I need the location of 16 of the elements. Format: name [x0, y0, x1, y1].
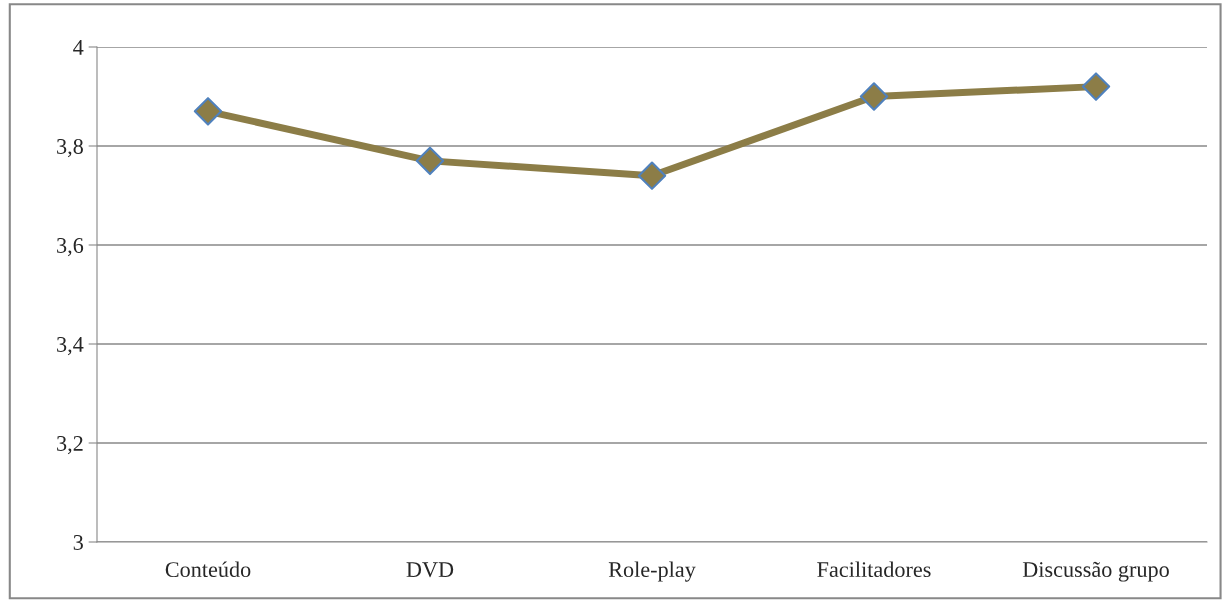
- point: [193, 97, 223, 126]
- x-tick-label: Discussão grupo: [1022, 561, 1169, 582]
- y-tick-label: 3,2: [57, 435, 83, 455]
- point: [637, 161, 667, 190]
- x-tick-label: DVD: [406, 562, 454, 578]
- y-tick-label: 3,8: [57, 138, 83, 158]
- point: [859, 82, 889, 111]
- y-tick-label: 3,4: [57, 336, 84, 356]
- point: [415, 146, 445, 176]
- y-tick-label: 4: [73, 40, 84, 55]
- point: [1081, 72, 1111, 101]
- x-tick-label: Facilitadores: [817, 561, 931, 578]
- x-tick-label: Role-play: [608, 561, 696, 582]
- x-tick-label: Conteúdo: [165, 561, 251, 578]
- y-tick-label: 3: [73, 534, 83, 550]
- y-tick-label: 3,6: [57, 237, 84, 257]
